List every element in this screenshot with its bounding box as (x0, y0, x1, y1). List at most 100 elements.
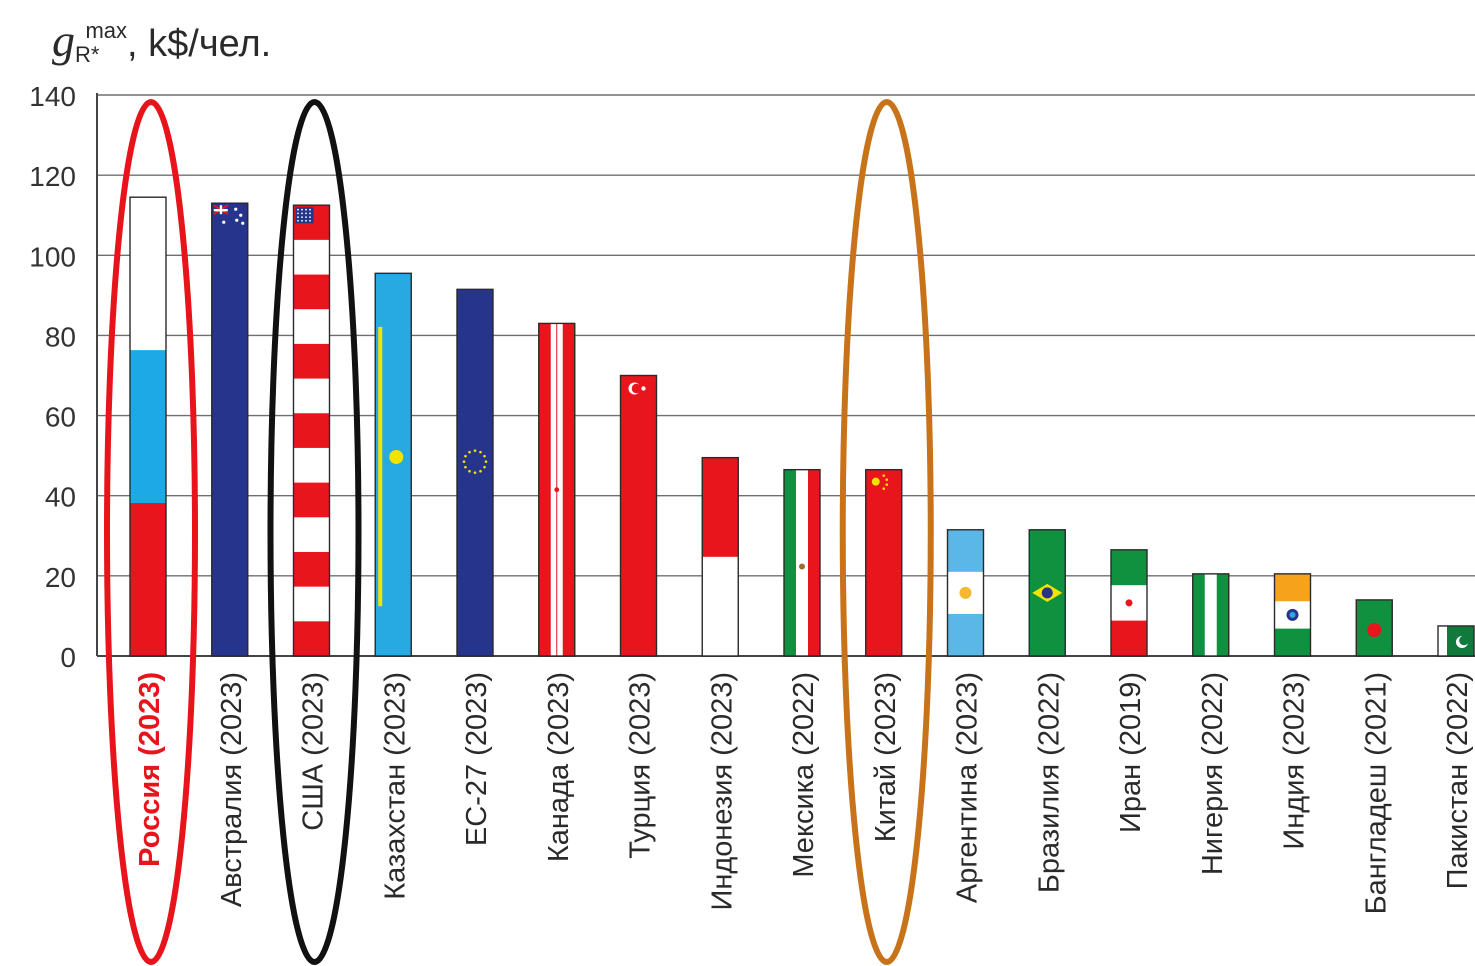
flag-star (301, 208, 303, 211)
x-tick-label: Аргентина (2023) (952, 672, 984, 903)
flag-star (479, 469, 482, 473)
flag-band (562, 323, 576, 656)
flag-field (620, 375, 657, 656)
bar-outline (456, 288, 494, 657)
flag-stripe (293, 274, 330, 310)
flag-star (462, 460, 466, 463)
bar (538, 322, 576, 657)
flag-sun (959, 586, 972, 599)
bar (946, 529, 985, 657)
flag-star (305, 212, 307, 215)
flag-star (297, 212, 299, 215)
bar-outline (1273, 573, 1312, 657)
x-tick-label: Пакистан (2022) (1442, 672, 1474, 889)
bar (865, 468, 903, 657)
flag-star (305, 219, 307, 222)
bar (374, 272, 412, 657)
y-tick-label: 20 (45, 562, 76, 593)
flag-star (468, 450, 471, 454)
flag-disc (1367, 622, 1382, 637)
flag-band (796, 469, 809, 656)
bar (292, 204, 331, 657)
flag-star (885, 483, 889, 486)
flag-star (479, 450, 482, 454)
x-tick-label: Казахстан (2023) (379, 672, 411, 900)
flag-stripe (293, 586, 330, 622)
bar (456, 288, 494, 657)
bar (1273, 573, 1312, 657)
flag-emblem (799, 563, 805, 570)
bar (129, 196, 167, 657)
y-axis-superscript: max (85, 18, 128, 43)
y-axis-symbol: g (52, 15, 75, 66)
flag-canton (295, 207, 314, 224)
bar-outline (1192, 573, 1230, 657)
flag-stripe (293, 413, 330, 449)
flag-star (309, 216, 311, 218)
flag-band (702, 457, 739, 558)
flag-leaf (554, 487, 560, 493)
x-tick-label: Индия (2023) (1279, 672, 1311, 850)
x-tick-label: Бангладеш (2021) (1360, 672, 1392, 914)
y-tick-label: 0 (60, 642, 76, 673)
bar-outline (1437, 625, 1475, 657)
flag-band (947, 613, 984, 657)
bar-outline (538, 322, 576, 657)
flag-band (130, 350, 166, 504)
bar-outline (1028, 529, 1066, 657)
flag-chakra (1289, 611, 1296, 618)
bar (1110, 549, 1148, 657)
flag-star (297, 219, 299, 222)
bar-outline (1110, 549, 1148, 657)
flag-star (235, 218, 239, 222)
bar-outline (374, 272, 412, 657)
flag-stripe (293, 378, 330, 414)
bar (783, 468, 821, 657)
flag-star (301, 216, 303, 218)
flag-star (882, 474, 886, 477)
flag-star (885, 478, 889, 481)
flag-star (305, 208, 307, 211)
flag-band (947, 529, 984, 573)
flag-band (784, 469, 797, 656)
flag-star (241, 221, 245, 225)
bar-outline (701, 456, 739, 657)
y-tick-label: 60 (45, 402, 76, 433)
x-tick-label: Мексика (2022) (788, 672, 820, 878)
y-tick-label: 100 (29, 241, 76, 272)
y-tick-label: 40 (45, 482, 76, 513)
highlight-ellipse (839, 99, 934, 965)
flag-band (1192, 573, 1206, 656)
flag-star (297, 208, 299, 211)
flag-star (309, 219, 311, 222)
bar-outline (129, 196, 167, 657)
flag-stripe (293, 447, 330, 484)
flag-star (473, 471, 477, 474)
x-tick-label: Иран (2019) (1115, 672, 1147, 833)
x-tick-label: Австралия (2023) (216, 672, 248, 907)
bar (1028, 529, 1066, 657)
bar-outline (619, 374, 658, 657)
flag-star (305, 216, 307, 218)
bar (701, 456, 739, 657)
x-tick-label: США (2023) (298, 672, 330, 831)
x-tick-label: Китай (2023) (870, 672, 902, 842)
flag-band (538, 323, 552, 656)
flag-star (301, 219, 303, 222)
x-tick-label: Нигерия (2022) (1197, 672, 1229, 875)
flag-stripe (293, 482, 330, 518)
flag-star (239, 213, 243, 217)
flag-star (464, 454, 467, 458)
flag-stripe (293, 343, 330, 380)
flag-crescent (1459, 635, 1469, 646)
x-tick-label: Россия (2023) (134, 672, 166, 867)
flag-band (808, 469, 821, 656)
flag-ornament (378, 326, 383, 607)
flag-star (464, 465, 467, 469)
flag-band (130, 197, 166, 351)
flag-band (1216, 573, 1230, 656)
bar-outline (292, 204, 331, 657)
y-tick-label: 140 (29, 81, 76, 112)
flag-star (222, 220, 226, 224)
highlight-ellipse (104, 99, 198, 965)
